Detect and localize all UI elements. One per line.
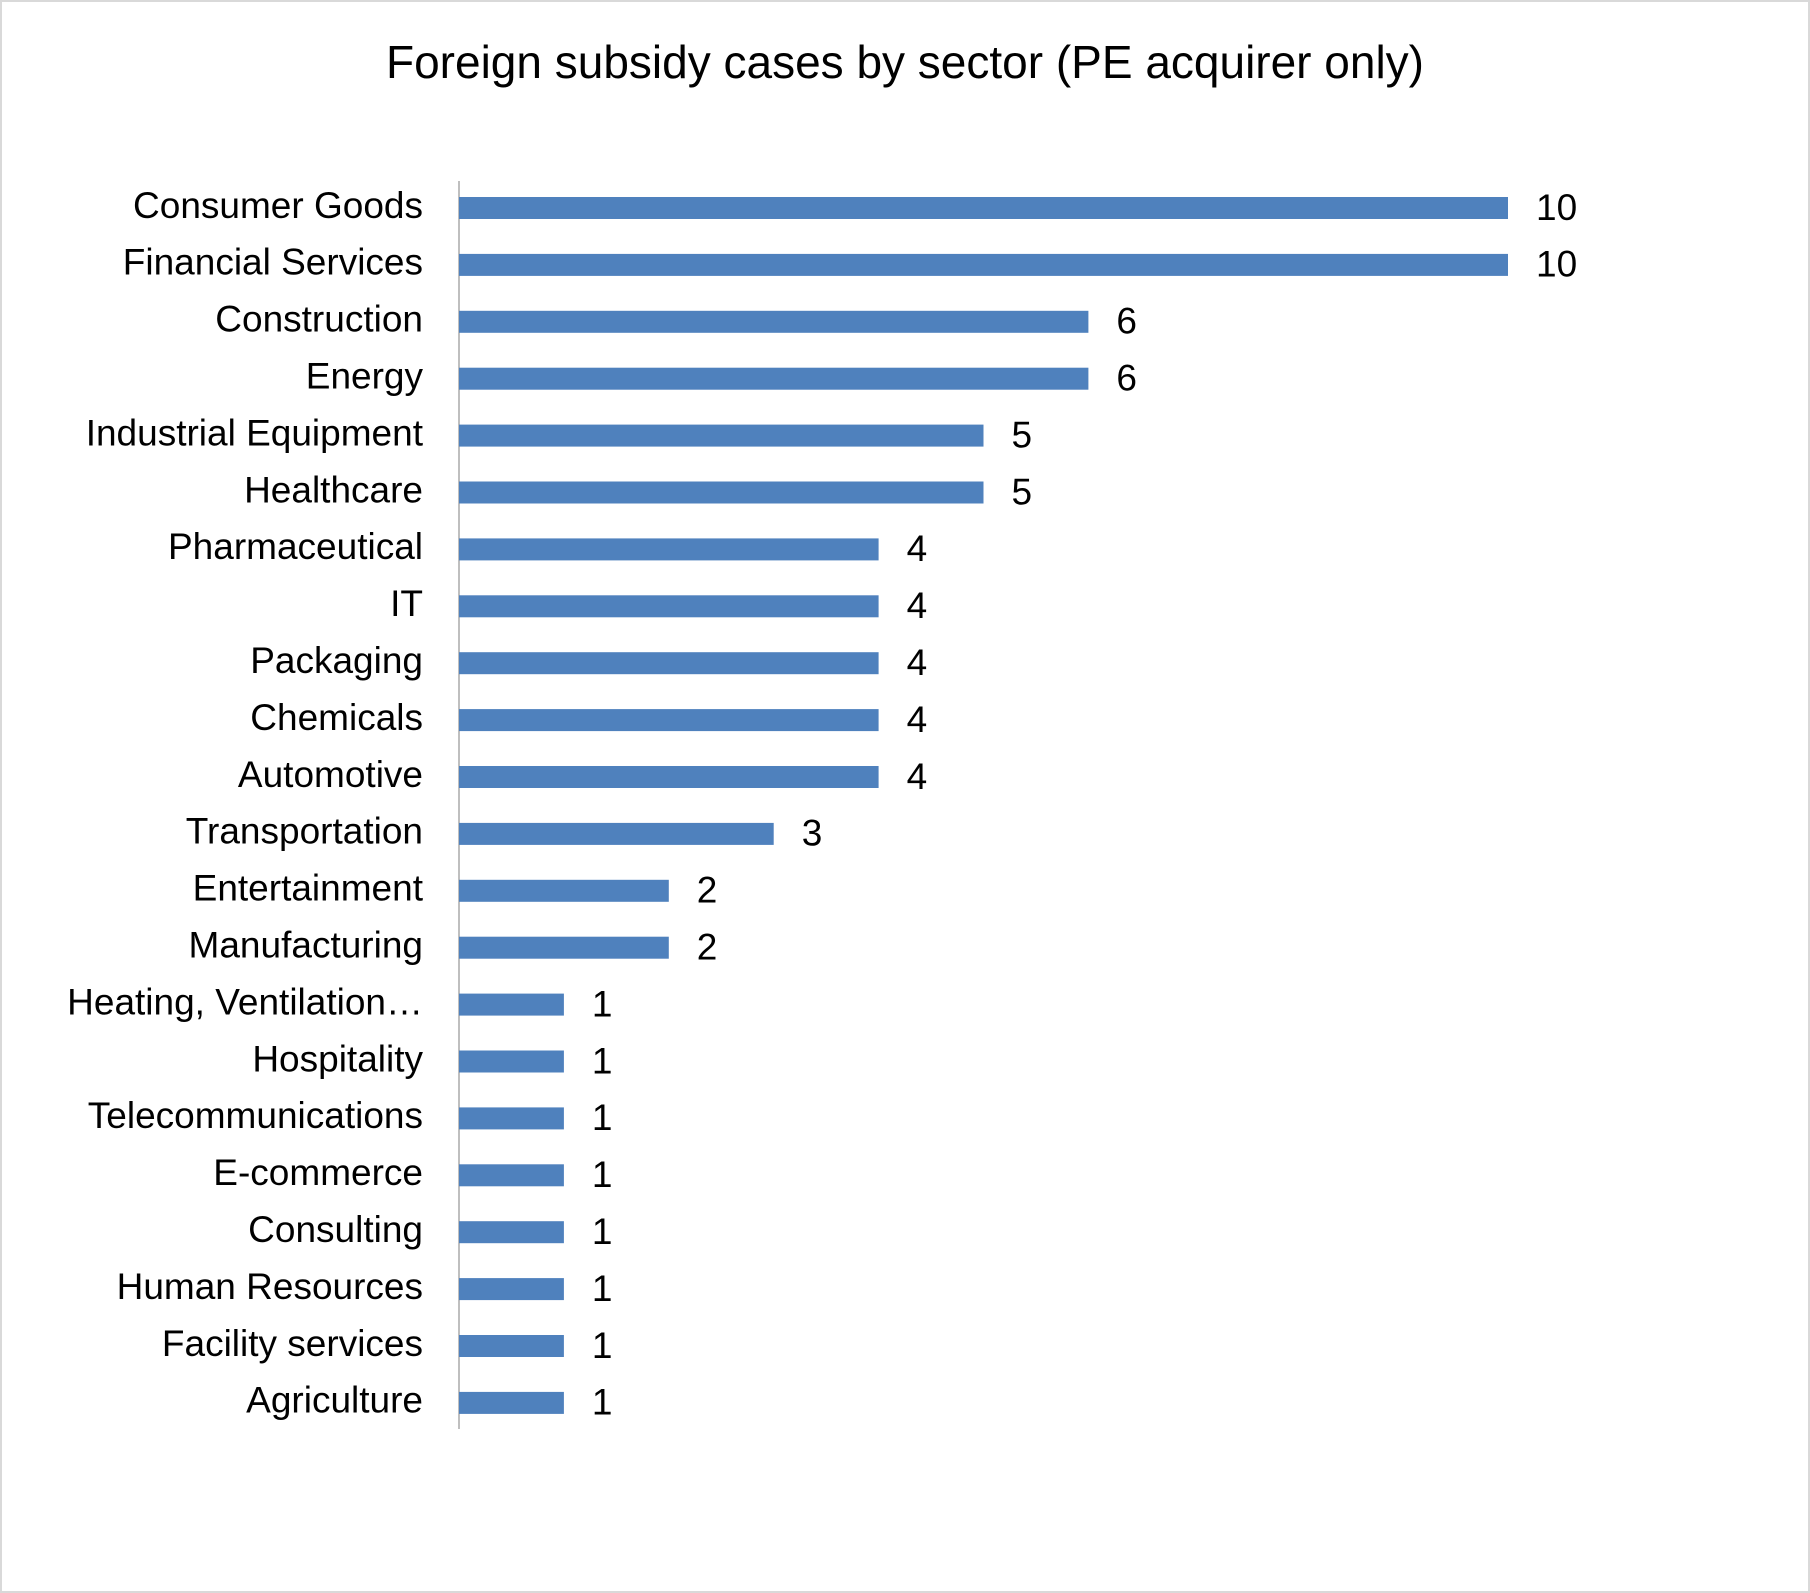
data-label: 1 [592, 1268, 613, 1309]
bar [459, 253, 1508, 276]
bar [459, 766, 879, 788]
bar [459, 993, 564, 1016]
bar [459, 822, 774, 845]
chart-title: Foreign subsidy cases by sector (PE acqu… [386, 36, 1424, 88]
bar [459, 1221, 564, 1244]
bar [459, 1107, 564, 1130]
data-label: 6 [1116, 357, 1137, 398]
category-label: Transportation [186, 811, 423, 852]
bar [459, 1335, 564, 1357]
data-label: 1 [592, 1097, 613, 1138]
data-label: 4 [907, 585, 928, 626]
category-label: Construction [215, 299, 423, 340]
bar [459, 1050, 564, 1073]
category-label: Telecommunications [88, 1095, 423, 1136]
category-label: Agriculture [246, 1380, 423, 1421]
category-label: Manufacturing [189, 924, 423, 965]
category-label: Consumer Goods [133, 185, 423, 226]
category-label: Energy [306, 355, 424, 396]
data-label: 1 [592, 1382, 613, 1423]
category-label: Healthcare [244, 469, 423, 510]
data-label: 10 [1536, 244, 1577, 285]
bar [459, 197, 1508, 219]
data-label: 5 [1012, 471, 1033, 512]
bar [459, 709, 879, 732]
data-label: 4 [907, 642, 928, 683]
category-label: Financial Services [123, 242, 423, 283]
data-label: 4 [907, 528, 928, 569]
category-label: Heating, Ventilation… [67, 981, 423, 1022]
data-label: 1 [592, 983, 613, 1024]
bar [459, 424, 984, 447]
category-label: Automotive [238, 754, 423, 795]
bar [459, 481, 984, 504]
data-label: 2 [697, 926, 718, 967]
data-label: 4 [907, 699, 928, 740]
bar [459, 1278, 564, 1301]
category-label: Pharmaceutical [168, 526, 423, 567]
bar [459, 936, 669, 959]
category-label: Packaging [250, 640, 423, 681]
data-label: 10 [1536, 187, 1577, 228]
bar [459, 310, 1089, 333]
data-label: 1 [592, 1040, 613, 1081]
bar [459, 652, 879, 675]
bar [459, 1164, 564, 1187]
data-label: 4 [907, 756, 928, 797]
data-label: 1 [592, 1154, 613, 1195]
data-label: 6 [1116, 301, 1137, 342]
data-label: 3 [802, 813, 823, 854]
data-label: 2 [697, 870, 718, 911]
category-label: Facility services [162, 1323, 423, 1364]
category-label: Hospitality [252, 1038, 423, 1079]
category-label: Chemicals [250, 697, 423, 738]
bar [459, 538, 879, 561]
bar [459, 1391, 564, 1414]
bar [459, 879, 669, 902]
category-label: IT [390, 583, 423, 624]
bar [459, 367, 1089, 390]
category-label: Entertainment [193, 868, 424, 909]
category-label: Industrial Equipment [86, 412, 424, 453]
category-label: Human Resources [117, 1266, 423, 1307]
data-label: 1 [592, 1325, 613, 1366]
category-label: Consulting [248, 1209, 423, 1250]
data-label: 5 [1012, 414, 1033, 455]
category-label: E-commerce [213, 1152, 423, 1193]
data-label: 1 [592, 1211, 613, 1252]
bar [459, 595, 879, 618]
